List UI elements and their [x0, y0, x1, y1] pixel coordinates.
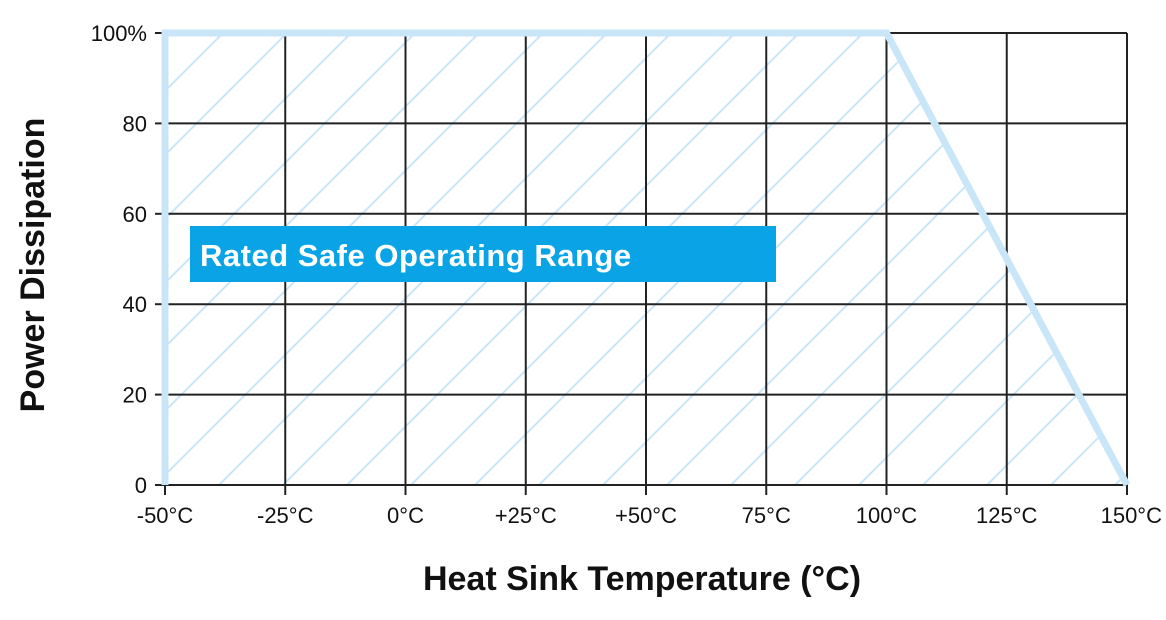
y-axis-title: Power Dissipation	[14, 118, 52, 413]
annotation: Rated Safe Operating Range	[190, 226, 776, 282]
x-tick-label: -50°C	[137, 503, 194, 528]
annotation-background	[190, 226, 776, 282]
y-tick-label: 100%	[91, 21, 147, 46]
x-axis-title: Heat Sink Temperature (°C)	[423, 560, 861, 598]
derating-curve	[161, 29, 1131, 487]
x-tick-label: 0°C	[387, 503, 424, 528]
x-tick-label: +50°C	[615, 503, 677, 528]
y-tick-label: 20	[123, 383, 147, 408]
x-tick-label: 75°C	[742, 503, 791, 528]
y-tick-label: 80	[123, 111, 147, 136]
x-tick-label: 125°C	[976, 503, 1038, 528]
x-tick-labels: -50°C -25°C 0°C +25°C +50°C 75°C 100°C 125°C 150…	[137, 503, 1162, 528]
y-tick-labels: 0 20 40 60 80 100%	[91, 21, 147, 498]
y-tick-label: 40	[123, 292, 147, 317]
y-tick-label: 0	[135, 473, 147, 498]
x-tick-label: -25°C	[257, 503, 314, 528]
x-tick-label: 150°C	[1101, 503, 1163, 528]
x-tick-label: 100°C	[856, 503, 918, 528]
y-tick-label: 60	[123, 202, 147, 227]
annotation-text: Rated Safe Operating Range	[200, 238, 632, 273]
x-tick-label: +25°C	[495, 503, 557, 528]
